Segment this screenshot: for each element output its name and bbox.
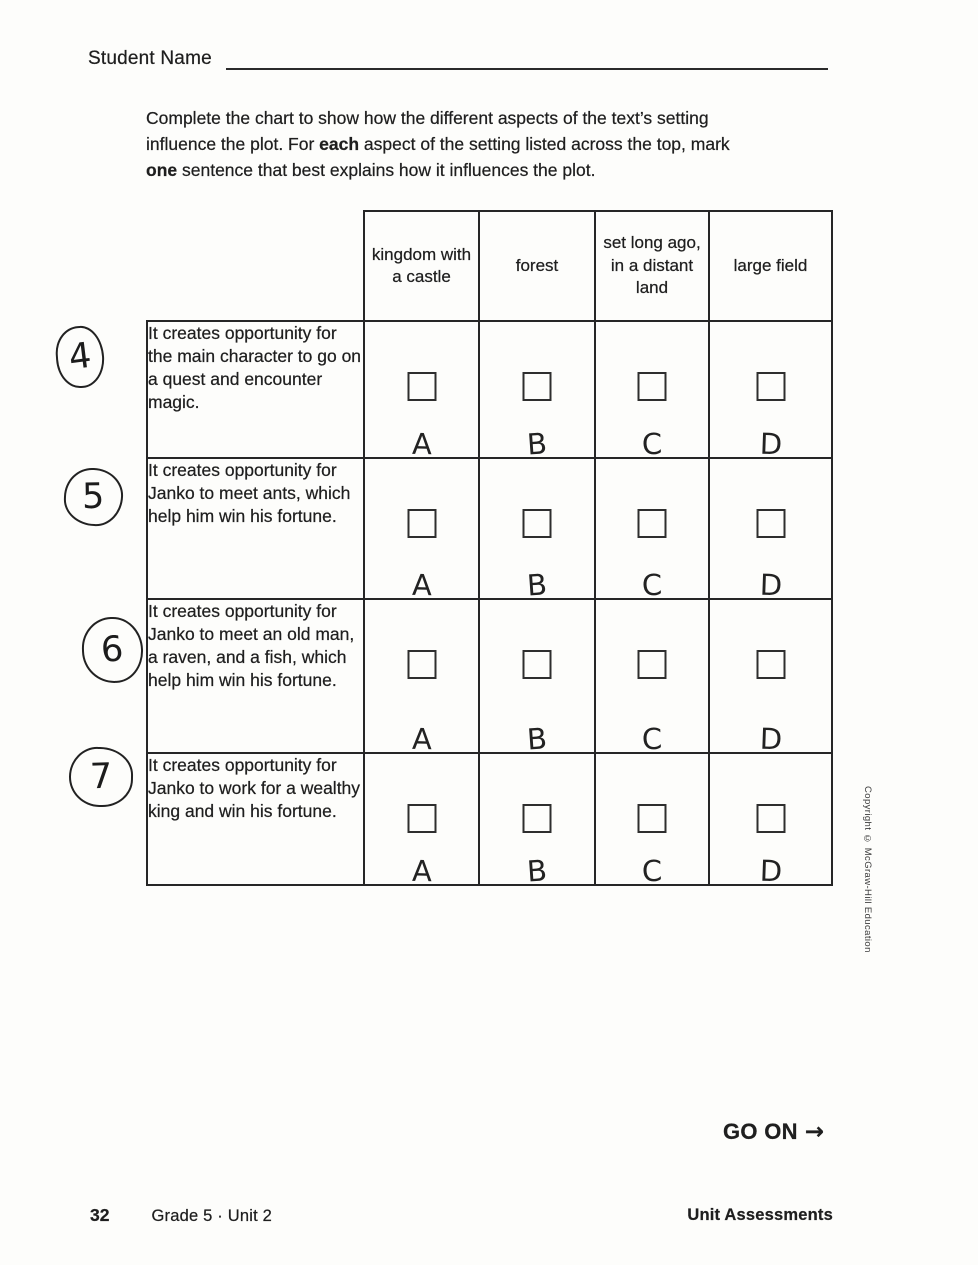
answer-checkbox[interactable] [637, 372, 667, 401]
table-row: It creates opportunity for the main char… [146, 320, 833, 462]
copyright-vertical-text: Copyright © McGraw-Hill Education [862, 786, 873, 953]
answer-letter-handwritten: C [641, 426, 663, 462]
answer-checkbox[interactable] [756, 509, 785, 538]
answer-letter-handwritten: B [525, 567, 549, 603]
answer-cell: D [708, 598, 833, 756]
answer-letter-handwritten: A [411, 567, 432, 603]
answer-cell: C [594, 457, 710, 602]
table-row: It creates opportunity for Janko to meet… [146, 457, 833, 603]
table-row: It creates opportunity for Janko to meet… [146, 598, 833, 757]
instruction-bold-word: one [146, 159, 178, 180]
answer-cell: C [594, 598, 710, 756]
footer-left: 32 Grade 5 · Unit 2 [90, 1205, 272, 1226]
answer-letter-handwritten: D [758, 567, 783, 603]
statement-cell: It creates opportunity for the main char… [146, 320, 365, 459]
answer-letter-handwritten: A [411, 721, 432, 757]
column-header: large field [708, 210, 833, 322]
column-header: set long ago, in a distant land [594, 210, 710, 322]
table-row: It creates opportunity for Janko to work… [146, 752, 833, 889]
answer-cell: A [363, 598, 480, 757]
answer-checkbox[interactable] [522, 804, 552, 833]
answer-letter-handwritten: A [411, 853, 432, 889]
instruction-bold-word: each [319, 133, 360, 154]
answer-checkbox[interactable] [756, 804, 785, 833]
footer-right-label: Unit Assessments [687, 1206, 833, 1224]
answer-cell: A [363, 457, 480, 603]
footer-course-unit: Grade 5 · Unit 2 [151, 1207, 273, 1225]
instruction-text: Complete the chart to show how the diffe… [146, 108, 709, 128]
answer-checkbox[interactable] [407, 804, 436, 833]
answer-cell: D [708, 320, 833, 461]
answer-checkbox[interactable] [756, 650, 785, 679]
statement-cell: It creates opportunity for Janko to meet… [146, 598, 365, 754]
question-number: 7 [89, 756, 113, 798]
instruction-text: aspect of the setting listed across the … [359, 133, 730, 154]
page-number: 32 [90, 1205, 110, 1225]
answer-letter-handwritten: A [411, 426, 432, 462]
column-header: kingdom with a castle [363, 210, 480, 322]
answer-cell: B [478, 598, 596, 757]
instruction-line: Complete the chart to show how the diffe… [146, 106, 730, 132]
answer-cell: B [478, 320, 596, 462]
answer-cell: B [478, 457, 596, 603]
statement-cell: It creates opportunity for Janko to meet… [146, 457, 365, 600]
answer-checkbox[interactable] [522, 650, 552, 679]
answer-checkbox[interactable] [407, 372, 436, 401]
question-number: 5 [82, 476, 105, 518]
answer-letter-handwritten: B [525, 853, 549, 889]
answer-checkbox[interactable] [522, 372, 552, 401]
answer-cell: B [478, 752, 596, 889]
column-header: forest [478, 210, 596, 322]
answer-letter-handwritten: D [758, 853, 783, 889]
answer-checkbox[interactable] [407, 509, 436, 538]
answer-checkbox[interactable] [407, 650, 436, 679]
statement-cell: It creates opportunity for Janko to work… [146, 752, 365, 886]
instruction-text: sentence that best explains how it influ… [177, 159, 596, 180]
question-number: 4 [66, 335, 94, 379]
go-on-label: GO ON [723, 1119, 798, 1144]
answer-cell: A [363, 752, 480, 889]
question-number-circle: 4 [53, 324, 107, 390]
answer-letter-handwritten: C [641, 853, 663, 889]
answer-cell: A [363, 320, 480, 462]
student-name-label: Student Name [88, 48, 212, 69]
answer-cell: C [594, 320, 710, 461]
instruction-line: one sentence that best explains how it i… [146, 158, 730, 184]
instruction-line: influence the plot. For each aspect of t… [146, 132, 730, 158]
answer-checkbox[interactable] [637, 804, 667, 833]
answer-letter-handwritten: B [525, 721, 549, 757]
student-name-row: Student Name [88, 46, 828, 70]
setting-influence-table: kingdom with a castle forest set long ago,… [146, 210, 833, 889]
go-on-indicator: GO ON → [723, 1119, 824, 1145]
answer-letter-handwritten: B [525, 426, 549, 462]
answer-letter-handwritten: C [641, 567, 663, 603]
answer-cell: C [594, 752, 710, 888]
answer-letter-handwritten: D [758, 721, 783, 757]
header-stub-cell [147, 211, 364, 321]
instruction-text: influence the plot. For [146, 133, 320, 154]
question-number-circle: 7 [68, 746, 134, 808]
answer-cell: D [708, 457, 833, 602]
answer-checkbox[interactable] [756, 372, 785, 401]
question-number-circle: 5 [63, 466, 124, 528]
answer-letter-handwritten: C [641, 721, 663, 757]
answer-checkbox[interactable] [637, 509, 667, 538]
question-number-circle: 6 [80, 615, 145, 685]
answer-checkbox[interactable] [522, 509, 552, 538]
question-number: 6 [99, 629, 126, 671]
answer-letter-handwritten: D [758, 426, 783, 462]
instructions-text: Complete the chart to show how the diffe… [146, 106, 730, 183]
arrow-right-icon: → [804, 1119, 825, 1145]
answer-cell: D [708, 752, 833, 888]
answer-checkbox[interactable] [637, 650, 667, 679]
student-name-blank[interactable] [225, 46, 828, 70]
